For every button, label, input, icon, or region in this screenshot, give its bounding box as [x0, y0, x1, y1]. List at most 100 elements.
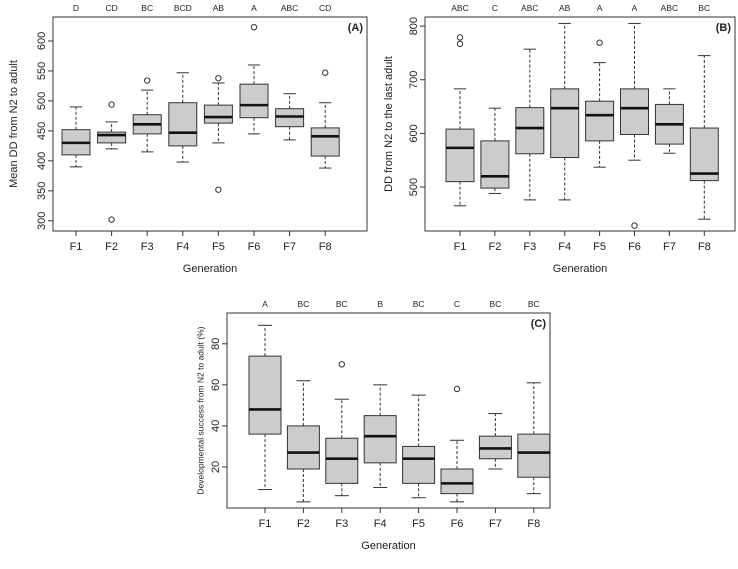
significance-letter: ABC — [281, 3, 298, 13]
box-f5: F5 AB — [203, 3, 233, 253]
significance-letter: B — [377, 299, 383, 309]
outlier-point — [456, 40, 464, 48]
x-tick-label: F8 — [698, 241, 711, 253]
plot-frame — [424, 16, 736, 232]
significance-letter: BCD — [174, 3, 192, 13]
iqr-box — [515, 107, 545, 155]
y-tick-label: 60 — [210, 379, 222, 391]
iqr-box — [325, 437, 359, 484]
x-tick-label: F1 — [70, 241, 83, 253]
x-tick-label: F2 — [488, 241, 501, 253]
box-f3: F3 ABC — [515, 3, 545, 253]
x-tick-label: F1 — [259, 518, 272, 530]
iqr-box — [517, 433, 551, 478]
x-tick-label: F8 — [527, 518, 540, 530]
significance-letter: BC — [698, 3, 710, 13]
x-tick-label: F6 — [248, 241, 261, 253]
y-tick-label: 700 — [408, 71, 420, 89]
x-tick-label: F5 — [212, 241, 225, 253]
outlier-point — [108, 216, 115, 223]
panel-c: 20 40 60 80 F1 A F2 BC F3 BC F4 B F5 BC F6 C F7 BC F8 BC (C)… — [195, 299, 551, 552]
box-f7: F7 ABC — [275, 3, 305, 253]
x-axis-label: Generation — [553, 263, 607, 275]
iqr-box — [620, 88, 649, 135]
iqr-box — [239, 83, 269, 119]
panel-label: (C) — [531, 318, 547, 330]
x-tick-label: F1 — [454, 241, 467, 253]
iqr-box — [168, 102, 198, 147]
y-tick-label: 600 — [408, 124, 420, 142]
significance-letter: BC — [489, 299, 501, 309]
outlier-point — [215, 186, 222, 193]
box-f6: F6 C — [440, 299, 474, 530]
iqr-box — [363, 415, 397, 464]
box-f1: F1 D — [61, 3, 91, 253]
box-f5: F5 BC — [402, 299, 436, 530]
box-f8: F8 CD — [310, 3, 340, 253]
x-tick-label: F4 — [558, 241, 571, 253]
iqr-box — [445, 128, 475, 183]
box-f2: F2 C — [480, 3, 510, 253]
x-tick-label: F8 — [319, 241, 332, 253]
panel-label: (B) — [716, 22, 732, 34]
x-tick-label: F4 — [374, 518, 387, 530]
y-axis-label: Developmental success from N2 to adult (… — [195, 326, 205, 494]
box-f2: F2 CD — [97, 3, 127, 253]
y-tick-label: 550 — [36, 62, 48, 80]
outlier-point — [144, 77, 151, 84]
outlier-point — [631, 222, 638, 229]
y-axis-label: Mean DD from N2 to adult — [8, 60, 20, 188]
box-f4: F4 BCD — [168, 3, 198, 253]
box-f7: F7 ABC — [654, 3, 684, 253]
panel-b: 500 600 700 800 F1 ABC F2 C F3 ABC F4 AB F5 A F6 A F7 ABC… — [383, 3, 736, 275]
iqr-box — [310, 127, 340, 157]
significance-letter: CD — [319, 3, 331, 13]
x-tick-label: F2 — [297, 518, 310, 530]
x-tick-label: F6 — [451, 518, 464, 530]
significance-letter: A — [632, 3, 638, 13]
y-tick-label: 40 — [210, 420, 222, 432]
outlier-point — [108, 101, 115, 108]
panel-a: 300 350 400 450 500 550 600 F1 D F2 CD F3 BC F4 BCD F5 A… — [8, 3, 368, 275]
significance-letter: C — [492, 3, 498, 13]
significance-letter: CD — [105, 3, 117, 13]
box-f1: F1 A — [248, 299, 282, 530]
y-tick-label: 350 — [36, 182, 48, 200]
box-f3: F3 BC — [132, 3, 162, 253]
x-tick-label: F7 — [489, 518, 502, 530]
outlier-point — [453, 385, 461, 393]
y-tick-label: 800 — [408, 17, 420, 35]
outlier-point — [596, 39, 603, 46]
box-f6: F6 A — [620, 3, 649, 253]
y-tick-label: 300 — [36, 212, 48, 230]
box-f4: F4 AB — [550, 3, 580, 253]
significance-letter: A — [597, 3, 603, 13]
iqr-box — [97, 131, 127, 144]
x-tick-label: F7 — [663, 241, 676, 253]
significance-letter: A — [262, 299, 268, 309]
significance-letter: A — [251, 3, 257, 13]
x-axis-label: Generation — [361, 540, 415, 552]
outlier-point — [322, 69, 329, 76]
x-tick-label: F4 — [176, 241, 189, 253]
x-axis-label: Generation — [183, 263, 237, 275]
iqr-box — [402, 445, 436, 484]
x-tick-label: F3 — [335, 518, 348, 530]
outlier-point — [250, 23, 258, 31]
plot-frame — [52, 16, 368, 232]
y-tick-label: 500 — [408, 178, 420, 196]
iqr-box — [248, 355, 282, 435]
significance-letter: ABC — [451, 3, 468, 13]
box-f8: F8 BC — [517, 299, 551, 530]
x-tick-label: F7 — [283, 241, 296, 253]
box-f8: F8 BC — [689, 3, 719, 253]
y-tick-label: 20 — [210, 461, 222, 473]
box-f7: F7 BC — [478, 299, 512, 530]
significance-letter: ABC — [521, 3, 538, 13]
iqr-box — [585, 100, 615, 142]
x-tick-label: F5 — [593, 241, 606, 253]
significance-letter: AB — [213, 3, 225, 13]
x-tick-label: F3 — [141, 241, 154, 253]
significance-letter: ABC — [661, 3, 678, 13]
iqr-box — [440, 468, 474, 495]
